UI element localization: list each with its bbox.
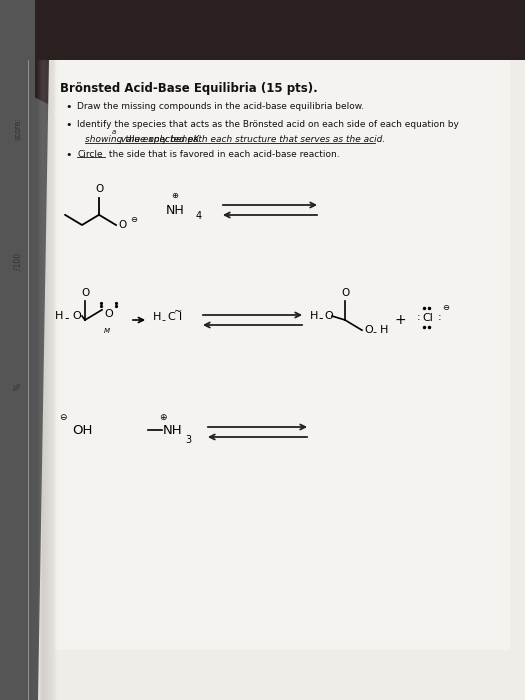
Polygon shape [0, 0, 35, 700]
Text: -: - [372, 327, 376, 337]
Text: OH: OH [72, 424, 92, 437]
Text: showing the expected pK: showing the expected pK [85, 135, 200, 144]
Text: Cl: Cl [422, 313, 433, 323]
Text: ⊕: ⊕ [172, 192, 179, 200]
Text: H: H [380, 326, 388, 335]
Text: O: O [72, 311, 81, 321]
Polygon shape [48, 0, 54, 700]
Text: M: M [104, 328, 110, 334]
Text: •: • [65, 102, 71, 112]
Text: •: • [65, 120, 71, 130]
Text: -: - [161, 315, 165, 325]
Text: O: O [104, 309, 113, 318]
Text: O: O [81, 288, 89, 298]
Polygon shape [42, 0, 48, 700]
Polygon shape [46, 0, 52, 700]
Text: ~: ~ [174, 307, 182, 317]
Polygon shape [44, 0, 50, 700]
Text: +: + [394, 313, 406, 327]
Text: Draw the missing compounds in the acid-base equilibria below.: Draw the missing compounds in the acid-b… [77, 102, 364, 111]
Text: %: % [14, 383, 23, 390]
Text: O: O [324, 311, 333, 321]
Text: score:: score: [14, 117, 23, 140]
Text: O: O [95, 184, 103, 194]
Text: O: O [118, 220, 126, 230]
Text: C: C [167, 312, 175, 322]
Polygon shape [55, 20, 510, 650]
Text: -: - [318, 312, 322, 326]
Polygon shape [38, 0, 525, 700]
Text: :: : [416, 312, 420, 322]
Text: -: - [64, 312, 68, 326]
Text: l: l [179, 312, 182, 322]
Text: H: H [55, 311, 64, 321]
Text: H: H [153, 312, 161, 322]
Text: Identify the species that acts as the Brönsted acid on each side of each equatio: Identify the species that acts as the Br… [77, 120, 459, 129]
Text: /100: /100 [14, 253, 23, 270]
Text: 3: 3 [185, 435, 191, 445]
Text: H: H [310, 311, 318, 321]
Text: NH: NH [165, 204, 184, 216]
Polygon shape [40, 0, 46, 700]
Text: 4: 4 [196, 211, 202, 221]
Text: ⊖: ⊖ [59, 412, 67, 421]
Text: :: : [438, 312, 442, 322]
Text: value only beneath each structure that serves as the acid.: value only beneath each structure that s… [118, 135, 385, 144]
Text: O: O [341, 288, 349, 298]
Text: ⊖: ⊖ [442, 302, 449, 312]
Polygon shape [38, 0, 525, 60]
Text: O: O [364, 326, 373, 335]
Polygon shape [0, 0, 525, 120]
Text: NH: NH [163, 424, 183, 437]
Text: Brönsted Acid-Base Equilibria (15 pts).: Brönsted Acid-Base Equilibria (15 pts). [60, 82, 318, 95]
Polygon shape [38, 0, 44, 700]
Text: •: • [65, 150, 71, 160]
Text: ⊕: ⊕ [159, 412, 167, 421]
Text: a: a [112, 129, 116, 135]
Text: the side that is favored in each acid-base reaction.: the side that is favored in each acid-ba… [106, 150, 340, 159]
Text: ⊖: ⊖ [130, 214, 137, 223]
Text: Circle: Circle [77, 150, 102, 159]
